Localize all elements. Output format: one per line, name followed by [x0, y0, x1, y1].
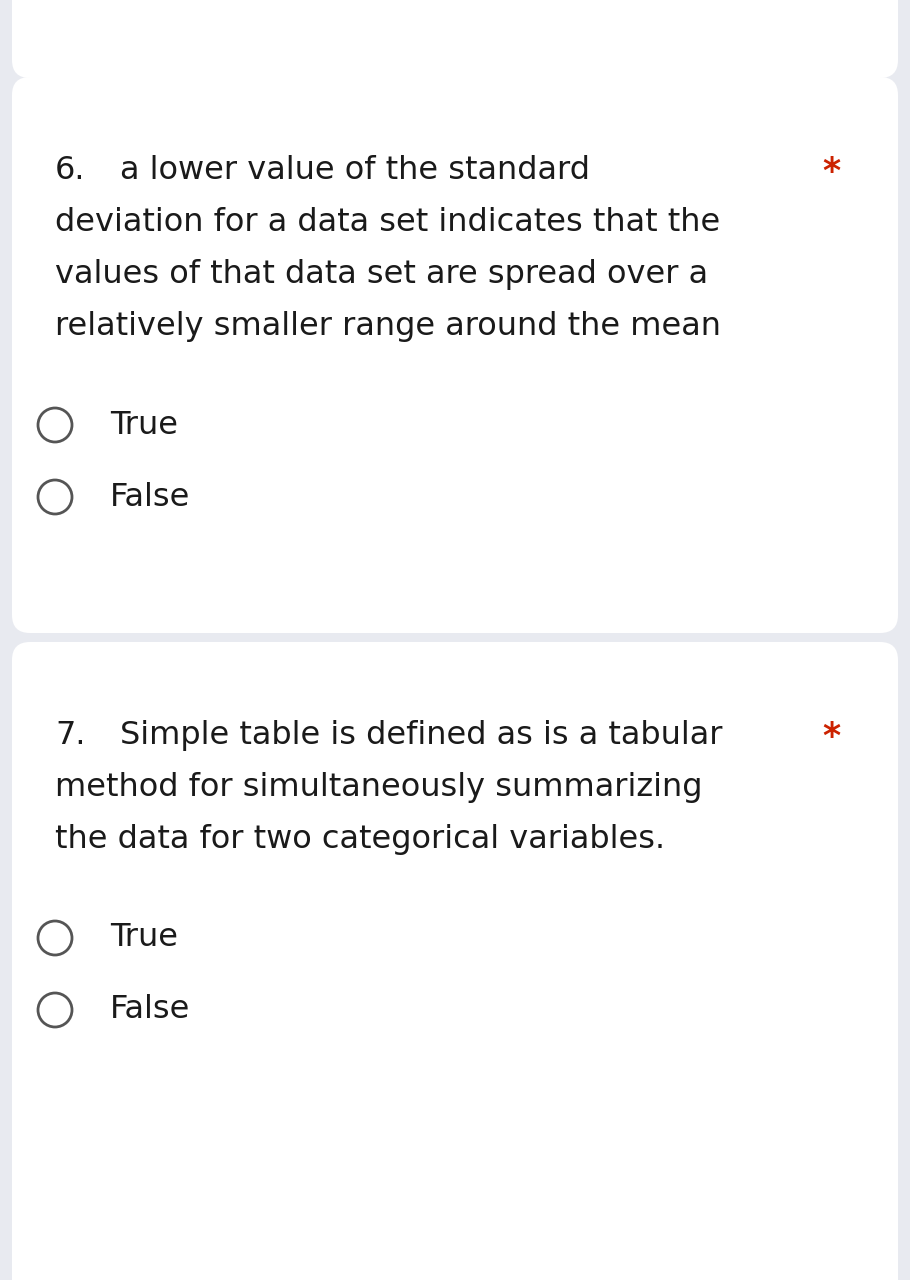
- Text: deviation for a data set indicates that the: deviation for a data set indicates that …: [55, 207, 720, 238]
- Text: relatively smaller range around the mean: relatively smaller range around the mean: [55, 311, 721, 342]
- Text: 6.: 6.: [55, 155, 86, 186]
- FancyBboxPatch shape: [12, 1192, 898, 1280]
- Text: False: False: [110, 481, 190, 512]
- Text: *: *: [822, 719, 840, 754]
- Text: True: True: [110, 923, 178, 954]
- Text: False: False: [110, 995, 190, 1025]
- Text: values of that data set are spread over a: values of that data set are spread over …: [55, 259, 708, 291]
- Text: method for simultaneously summarizing: method for simultaneously summarizing: [55, 772, 703, 803]
- Text: the data for two categorical variables.: the data for two categorical variables.: [55, 824, 665, 855]
- Text: *: *: [822, 155, 840, 189]
- Text: Simple table is defined as is a tabular: Simple table is defined as is a tabular: [120, 719, 723, 751]
- FancyBboxPatch shape: [12, 77, 898, 634]
- Text: a lower value of the standard: a lower value of the standard: [120, 155, 590, 186]
- FancyBboxPatch shape: [12, 0, 898, 78]
- Text: True: True: [110, 410, 178, 440]
- FancyBboxPatch shape: [12, 643, 898, 1228]
- Text: 7.: 7.: [55, 719, 86, 751]
